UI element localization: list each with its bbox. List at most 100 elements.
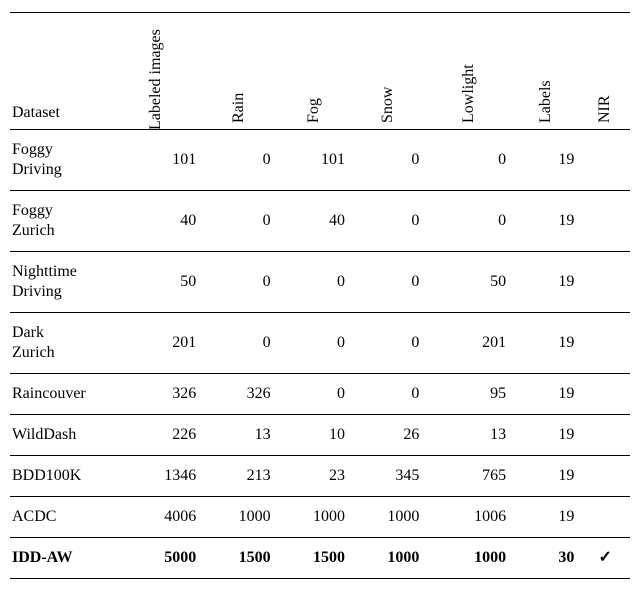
dataset-name-line1: ACDC xyxy=(12,508,56,525)
cell-fog: 23 xyxy=(277,456,351,497)
table-row: DarkZurich20100020119 xyxy=(10,313,630,374)
table-body: FoggyDriving10101010019FoggyZurich400400… xyxy=(10,130,630,579)
cell-lowlight: 13 xyxy=(425,415,512,456)
cell-labeled_images: 5000 xyxy=(109,538,202,579)
dataset-comparison-table: Dataset Labeled images Rain Fog Snow Low… xyxy=(10,12,630,579)
cell-lowlight: 0 xyxy=(425,130,512,191)
cell-dataset-name: Nighttime Driving xyxy=(10,252,109,313)
cell-lowlight: 95 xyxy=(425,374,512,415)
cell-dataset-name: Dark Zurich xyxy=(10,313,109,374)
cell-labels: 19 xyxy=(512,415,580,456)
cell-nir xyxy=(580,313,630,374)
dataset-name-line1: Foggy xyxy=(12,141,53,158)
cell-lowlight: 50 xyxy=(425,252,512,313)
cell-rain: 0 xyxy=(202,313,276,374)
dataset-name-line1: BDD100K xyxy=(12,467,81,484)
cell-rain: 1500 xyxy=(202,538,276,579)
cell-nir xyxy=(580,374,630,415)
cell-labeled_images: 226 xyxy=(109,415,202,456)
header-fog: Fog xyxy=(277,13,351,130)
table-header-row: Dataset Labeled images Rain Fog Snow Low… xyxy=(10,13,630,130)
cell-dataset-name: WildDash xyxy=(10,415,109,456)
dataset-name-line1: Foggy xyxy=(12,202,53,219)
cell-labeled_images: 201 xyxy=(109,313,202,374)
cell-rain: 0 xyxy=(202,130,276,191)
header-rain: Rain xyxy=(202,13,276,130)
dataset-name-line1: Dark xyxy=(12,324,44,341)
cell-dataset-name: IDD-AW xyxy=(10,538,109,579)
cell-rain: 213 xyxy=(202,456,276,497)
cell-snow: 0 xyxy=(351,313,425,374)
cell-nir xyxy=(580,456,630,497)
cell-fog: 40 xyxy=(277,191,351,252)
table-row: WildDash2261310261319 xyxy=(10,415,630,456)
cell-fog: 1500 xyxy=(277,538,351,579)
cell-snow: 0 xyxy=(351,130,425,191)
cell-rain: 0 xyxy=(202,252,276,313)
dataset-name-line2: Driving xyxy=(12,283,62,300)
cell-labels: 19 xyxy=(512,374,580,415)
cell-lowlight: 201 xyxy=(425,313,512,374)
dataset-name-line2: Zurich xyxy=(12,344,55,361)
cell-labels: 19 xyxy=(512,313,580,374)
dataset-name-line1: WildDash xyxy=(12,426,76,443)
cell-snow: 26 xyxy=(351,415,425,456)
header-lowlight: Lowlight xyxy=(425,13,512,130)
cell-fog: 101 xyxy=(277,130,351,191)
cell-rain: 13 xyxy=(202,415,276,456)
cell-nir xyxy=(580,497,630,538)
cell-labeled_images: 1346 xyxy=(109,456,202,497)
cell-labels: 19 xyxy=(512,456,580,497)
cell-labels: 19 xyxy=(512,191,580,252)
dataset-name-line1: Nighttime xyxy=(12,263,77,280)
dataset-name-line1: Raincouver xyxy=(12,385,86,402)
table-row: BDD100K13462132334576519 xyxy=(10,456,630,497)
cell-fog: 0 xyxy=(277,313,351,374)
cell-fog: 10 xyxy=(277,415,351,456)
cell-labeled_images: 326 xyxy=(109,374,202,415)
cell-labels: 19 xyxy=(512,497,580,538)
cell-dataset-name: Foggy Driving xyxy=(10,130,109,191)
cell-labeled_images: 50 xyxy=(109,252,202,313)
header-snow: Snow xyxy=(351,13,425,130)
table-row: IDD-AW5000150015001000100030✓ xyxy=(10,538,630,579)
cell-labeled_images: 101 xyxy=(109,130,202,191)
dataset-name-line2: Zurich xyxy=(12,222,55,239)
cell-snow: 0 xyxy=(351,374,425,415)
dataset-name-line2: Driving xyxy=(12,161,62,178)
cell-dataset-name: Raincouver xyxy=(10,374,109,415)
cell-snow: 0 xyxy=(351,252,425,313)
cell-nir xyxy=(580,130,630,191)
header-labels: Labels xyxy=(512,13,580,130)
cell-nir xyxy=(580,191,630,252)
cell-lowlight: 1000 xyxy=(425,538,512,579)
cell-lowlight: 0 xyxy=(425,191,512,252)
cell-labels: 19 xyxy=(512,252,580,313)
cell-fog: 0 xyxy=(277,252,351,313)
cell-nir xyxy=(580,415,630,456)
cell-snow: 0 xyxy=(351,191,425,252)
cell-lowlight: 1006 xyxy=(425,497,512,538)
cell-dataset-name: BDD100K xyxy=(10,456,109,497)
cell-labels: 30 xyxy=(512,538,580,579)
cell-dataset-name: ACDC xyxy=(10,497,109,538)
header-dataset: Dataset xyxy=(10,13,109,130)
cell-fog: 1000 xyxy=(277,497,351,538)
cell-rain: 1000 xyxy=(202,497,276,538)
cell-rain: 326 xyxy=(202,374,276,415)
header-labeled-images: Labeled images xyxy=(109,13,202,130)
cell-snow: 1000 xyxy=(351,497,425,538)
cell-labeled_images: 4006 xyxy=(109,497,202,538)
table-row: Raincouver326326009519 xyxy=(10,374,630,415)
cell-labeled_images: 40 xyxy=(109,191,202,252)
cell-dataset-name: Foggy Zurich xyxy=(10,191,109,252)
cell-lowlight: 765 xyxy=(425,456,512,497)
dataset-name-line1: IDD-AW xyxy=(12,549,72,566)
cell-nir: ✓ xyxy=(580,538,630,579)
table-row: ACDC4006100010001000100619 xyxy=(10,497,630,538)
cell-labels: 19 xyxy=(512,130,580,191)
cell-rain: 0 xyxy=(202,191,276,252)
table-row: NighttimeDriving500005019 xyxy=(10,252,630,313)
header-nir: NIR xyxy=(580,13,630,130)
table-row: FoggyZurich400400019 xyxy=(10,191,630,252)
